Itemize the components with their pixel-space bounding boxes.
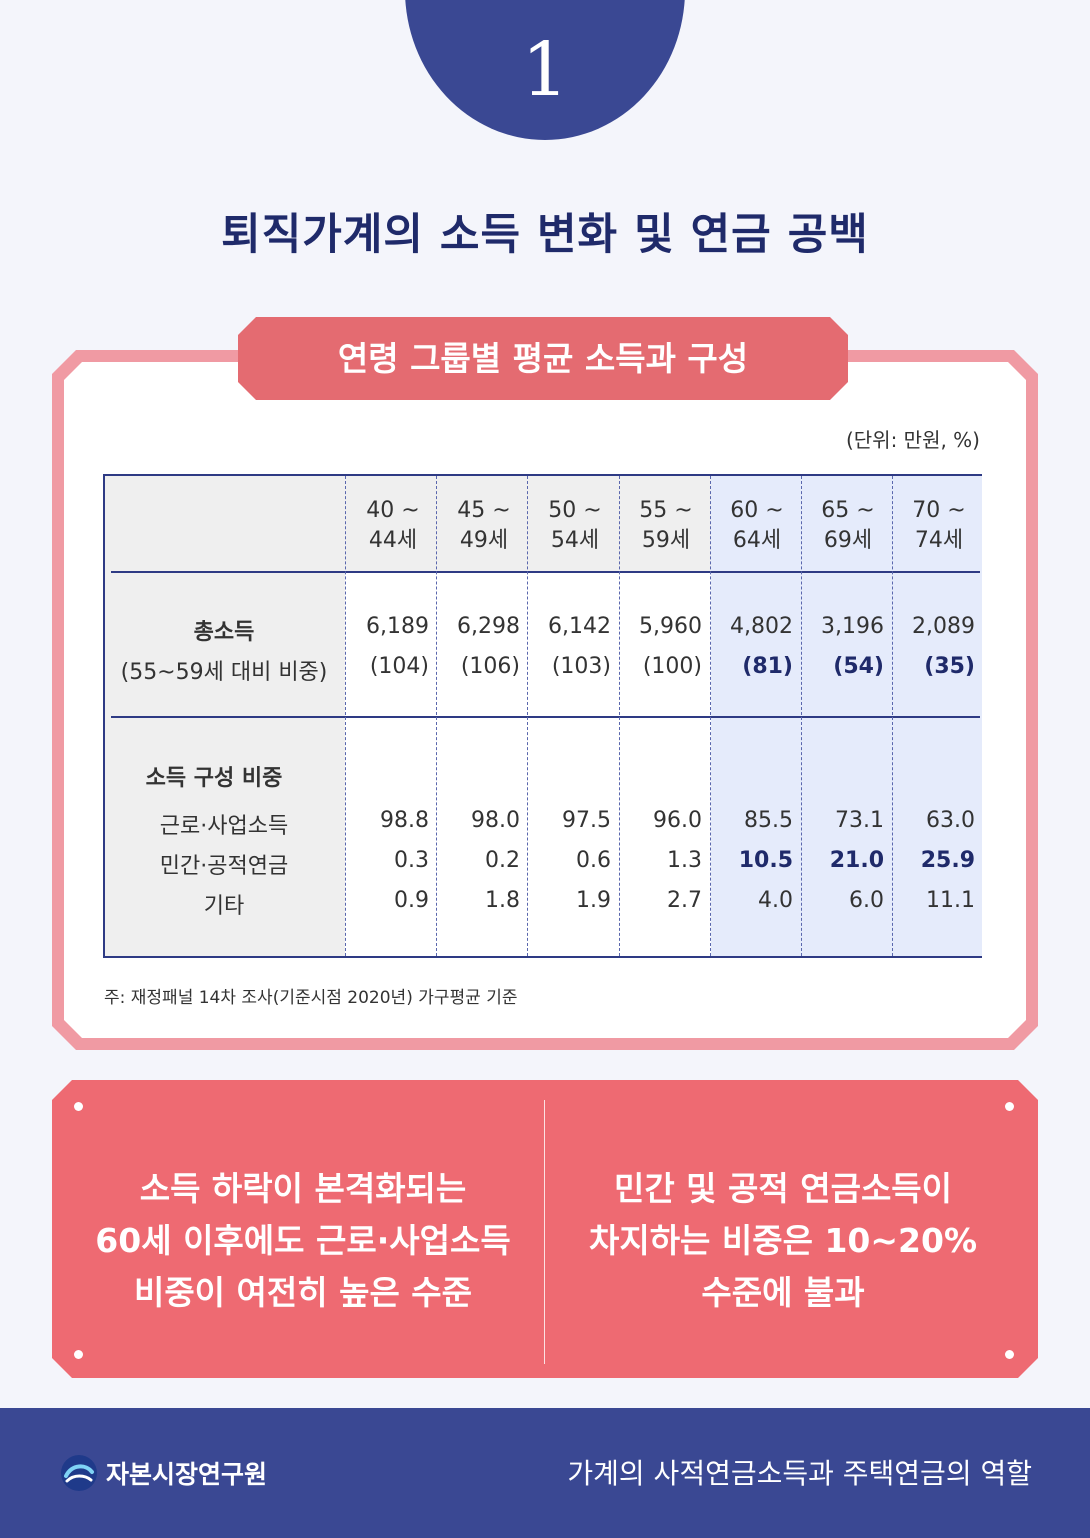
ratio-cell: (81)	[742, 654, 793, 679]
column-header: 55 ~59세	[639, 498, 693, 553]
composition-cell: 96.0	[653, 808, 702, 833]
composition-label: 소득 구성 비중	[145, 766, 283, 791]
column-header: 50 ~54세	[548, 498, 602, 553]
footer-bar	[0, 1408, 1090, 1538]
ratio-cell: (104)	[369, 654, 429, 679]
col-divider	[619, 476, 620, 956]
composition-cell: 0.3	[394, 848, 429, 873]
row-label: 근로·사업소득	[159, 814, 289, 839]
composition-cell: 98.8	[380, 808, 429, 833]
total-income-label: 총소득	[193, 620, 255, 645]
column-header: 65 ~69세	[821, 498, 875, 553]
composition-cell: 10.5	[738, 848, 793, 873]
findings-card	[52, 1080, 1038, 1378]
ratio-cell: (100)	[642, 654, 702, 679]
composition-cell: 1.9	[576, 888, 611, 913]
total-cell: 3,196	[821, 614, 884, 639]
corner-dot	[74, 1350, 83, 1359]
composition-cell: 25.9	[920, 848, 975, 873]
ratio-cell: (54)	[833, 654, 884, 679]
total-cell: 5,960	[639, 614, 702, 639]
total-cell: 2,089	[912, 614, 975, 639]
col-divider	[801, 476, 802, 956]
column-header: 45 ~49세	[457, 498, 511, 553]
composition-cell: 98.0	[471, 808, 520, 833]
page-title: 퇴직가계의 소득 변화 및 연금 공백	[221, 210, 869, 260]
col-divider	[892, 476, 893, 956]
card-banner	[238, 317, 848, 400]
row-label: 기타	[203, 894, 245, 919]
col-divider	[710, 476, 711, 956]
ratio-cell: (103)	[551, 654, 611, 679]
section-number: 1	[521, 27, 569, 113]
composition-cell: 6.0	[849, 888, 884, 913]
total-cell: 4,802	[730, 614, 793, 639]
report-title: 가계의 사적연금소득과 주택연금의 역할	[567, 1457, 1032, 1490]
ratio-cell: (35)	[924, 654, 975, 679]
column-header: 60 ~64세	[730, 498, 784, 553]
column-header: 70 ~74세	[912, 498, 966, 553]
total-cell: 6,142	[548, 614, 611, 639]
org-name: 자본시장연구원	[106, 1460, 268, 1489]
col-divider	[345, 476, 346, 956]
col-divider	[527, 476, 528, 956]
ratio-label: (55~59세 대비 비중)	[120, 660, 328, 685]
composition-cell: 0.9	[394, 888, 429, 913]
table-footnote: 주: 재정패널 14차 조사(기준시점 2020년) 가구평균 기준	[104, 988, 518, 1008]
corner-dot	[1005, 1102, 1014, 1111]
unit-label: (단위: 만원, %)	[845, 428, 980, 452]
findings-divider	[544, 1100, 545, 1364]
section-divider	[111, 716, 980, 718]
finding-right: 민간 및 공적 연금소득이 차지하는 비중은 10~20% 수준에 불과	[588, 1169, 978, 1312]
composition-cell: 11.1	[926, 888, 975, 913]
composition-cell: 1.3	[667, 848, 702, 873]
income-table: 40 ~44세 45 ~49세 50 ~54세 55 ~59세 60 ~64세 …	[103, 474, 982, 958]
composition-cell: 21.0	[829, 848, 884, 873]
composition-cell: 2.7	[667, 888, 702, 913]
column-header: 40 ~44세	[366, 498, 420, 553]
composition-cell: 0.2	[485, 848, 520, 873]
ratio-cell: (106)	[460, 654, 520, 679]
composition-cell: 0.6	[576, 848, 611, 873]
composition-cell: 63.0	[926, 808, 975, 833]
composition-cell: 1.8	[485, 888, 520, 913]
col-divider	[436, 476, 437, 956]
composition-cell: 4.0	[758, 888, 793, 913]
row-label: 민간·공적연금	[159, 854, 289, 879]
composition-cell: 73.1	[835, 808, 884, 833]
composition-cell: 97.5	[562, 808, 611, 833]
total-cell: 6,189	[366, 614, 429, 639]
corner-dot	[1005, 1350, 1014, 1359]
kcmi-logo-icon	[61, 1455, 97, 1491]
composition-cell: 85.5	[744, 808, 793, 833]
card-banner-title: 연령 그룹별 평균 소득과 구성	[337, 339, 749, 378]
finding-left: 소득 하락이 본격화되는 60세 이후에도 근로·사업소득 비중이 여전히 높은…	[95, 1169, 511, 1312]
total-cell: 6,298	[457, 614, 520, 639]
header-divider	[111, 571, 980, 573]
corner-dot	[74, 1102, 83, 1111]
